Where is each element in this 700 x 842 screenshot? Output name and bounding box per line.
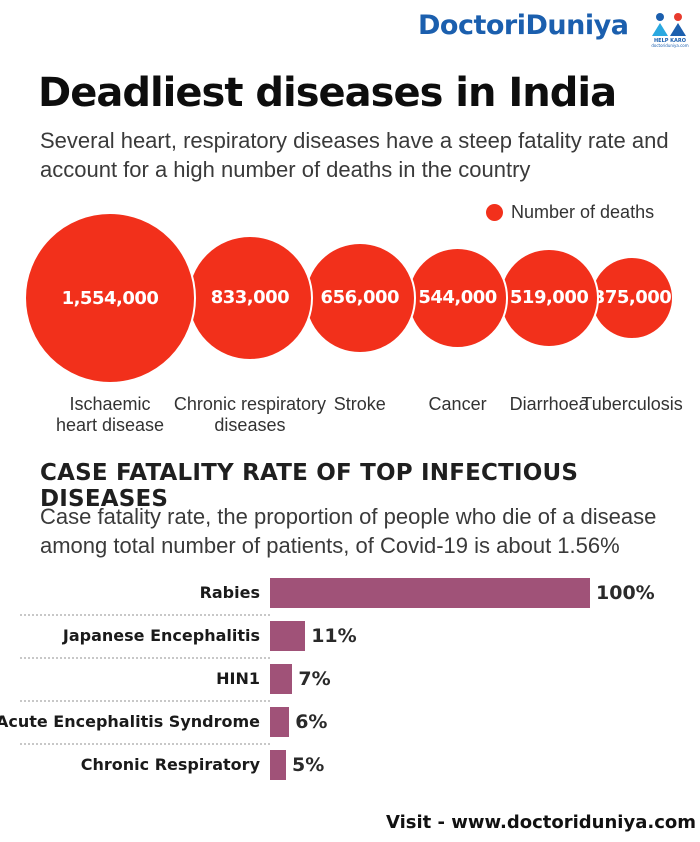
bar-row: HIN1 7% (20, 664, 660, 706)
bar-category-label: Acute Encephalitis Syndrome (0, 712, 260, 731)
bubble-category-label: Cancer (429, 394, 487, 415)
bar-category-label: Japanese Encephalitis (62, 626, 260, 645)
bar (270, 578, 590, 608)
row-divider (20, 614, 270, 616)
bubble-value-label: 1,554,000 (61, 287, 159, 309)
bubble-5: 375,000 (589, 255, 675, 341)
bar-value-label: 7% (298, 668, 331, 690)
bar-category-label: HIN1 (216, 669, 260, 688)
legend-dot-icon (486, 204, 503, 221)
bubble-value-label: 375,000 (592, 287, 672, 309)
row-divider (20, 700, 270, 702)
bar-row: Acute Encephalitis Syndrome 6% (0, 707, 660, 749)
bar-row: Japanese Encephalitis 11% (20, 621, 660, 663)
logo-url-text: doctoriduniya.com (651, 43, 688, 48)
bubble-value-label: 544,000 (418, 287, 497, 309)
bubble-category-line: Stroke (333, 394, 386, 414)
bar-row: Rabies 100% (20, 578, 660, 620)
row-divider (20, 657, 270, 659)
bubble-category-label: Diarrhoea (510, 394, 589, 415)
page-subtitle: Several heart, respiratory diseases have… (40, 128, 669, 182)
bar-category-label: Chronic Respiratory (80, 755, 260, 774)
bar-value-label: 100% (596, 582, 655, 604)
row-divider (20, 743, 270, 745)
chart-legend: Number of deaths (486, 202, 654, 223)
bubble-category-label: Stroke (334, 394, 386, 415)
bubble-value-label: 833,000 (210, 287, 290, 309)
bar (270, 707, 290, 737)
bubble-category-line: diseases (214, 415, 286, 435)
bubble-category-line: Chronic respiratory (173, 394, 326, 414)
bubble-category-label: Chronic respiratory diseases (174, 394, 326, 436)
logo-text: HELP KARO (654, 38, 686, 44)
brand-logo: HELP KARO doctoriduniya.com (651, 13, 689, 48)
bar (270, 750, 286, 780)
section-subtitle: Case fatality rate, the proportion of pe… (40, 504, 657, 558)
visit-footer: Visit - www.doctoriduniya.com (386, 812, 696, 833)
bubble-4: 519,000 (499, 248, 599, 348)
bubble-1: 833,000 (187, 235, 313, 361)
bubble-3: 544,000 (406, 247, 509, 349)
bubble-value-label: 519,000 (509, 287, 589, 309)
bar-value-label: 6% (295, 711, 328, 733)
bar-category-label: Rabies (199, 583, 260, 602)
bar-value-label: 11% (311, 625, 357, 647)
section-title: CASE FATALITY RATE OF TOP INFECTIOUS DIS… (40, 460, 579, 512)
bubble-value-label: 656,000 (320, 287, 400, 309)
bubble-2: 656,000 (303, 242, 416, 354)
legend-label: Number of deaths (511, 202, 655, 222)
bar (270, 621, 306, 651)
bar (270, 664, 293, 694)
bubble-category-label: Tuberculosis (581, 394, 682, 415)
bubble-category-line: Cancer (428, 394, 487, 414)
bubble-0: 1,554,000 (24, 212, 196, 384)
bar-value-label: 5% (292, 754, 325, 776)
bubble-category-line: Diarrhoea (509, 394, 589, 414)
bubble-category-line: Tuberculosis (581, 394, 683, 414)
bubble-category-line: heart disease (55, 415, 165, 435)
brand-name: DoctoriDuniya (418, 10, 629, 41)
page-title: Deadliest diseases in India (38, 70, 617, 116)
bar-row: Chronic Respiratory 5% (20, 750, 660, 792)
bubble-category-line: Ischaemic (69, 394, 151, 414)
bubble-category-label: Ischaemic heart disease (56, 394, 164, 436)
